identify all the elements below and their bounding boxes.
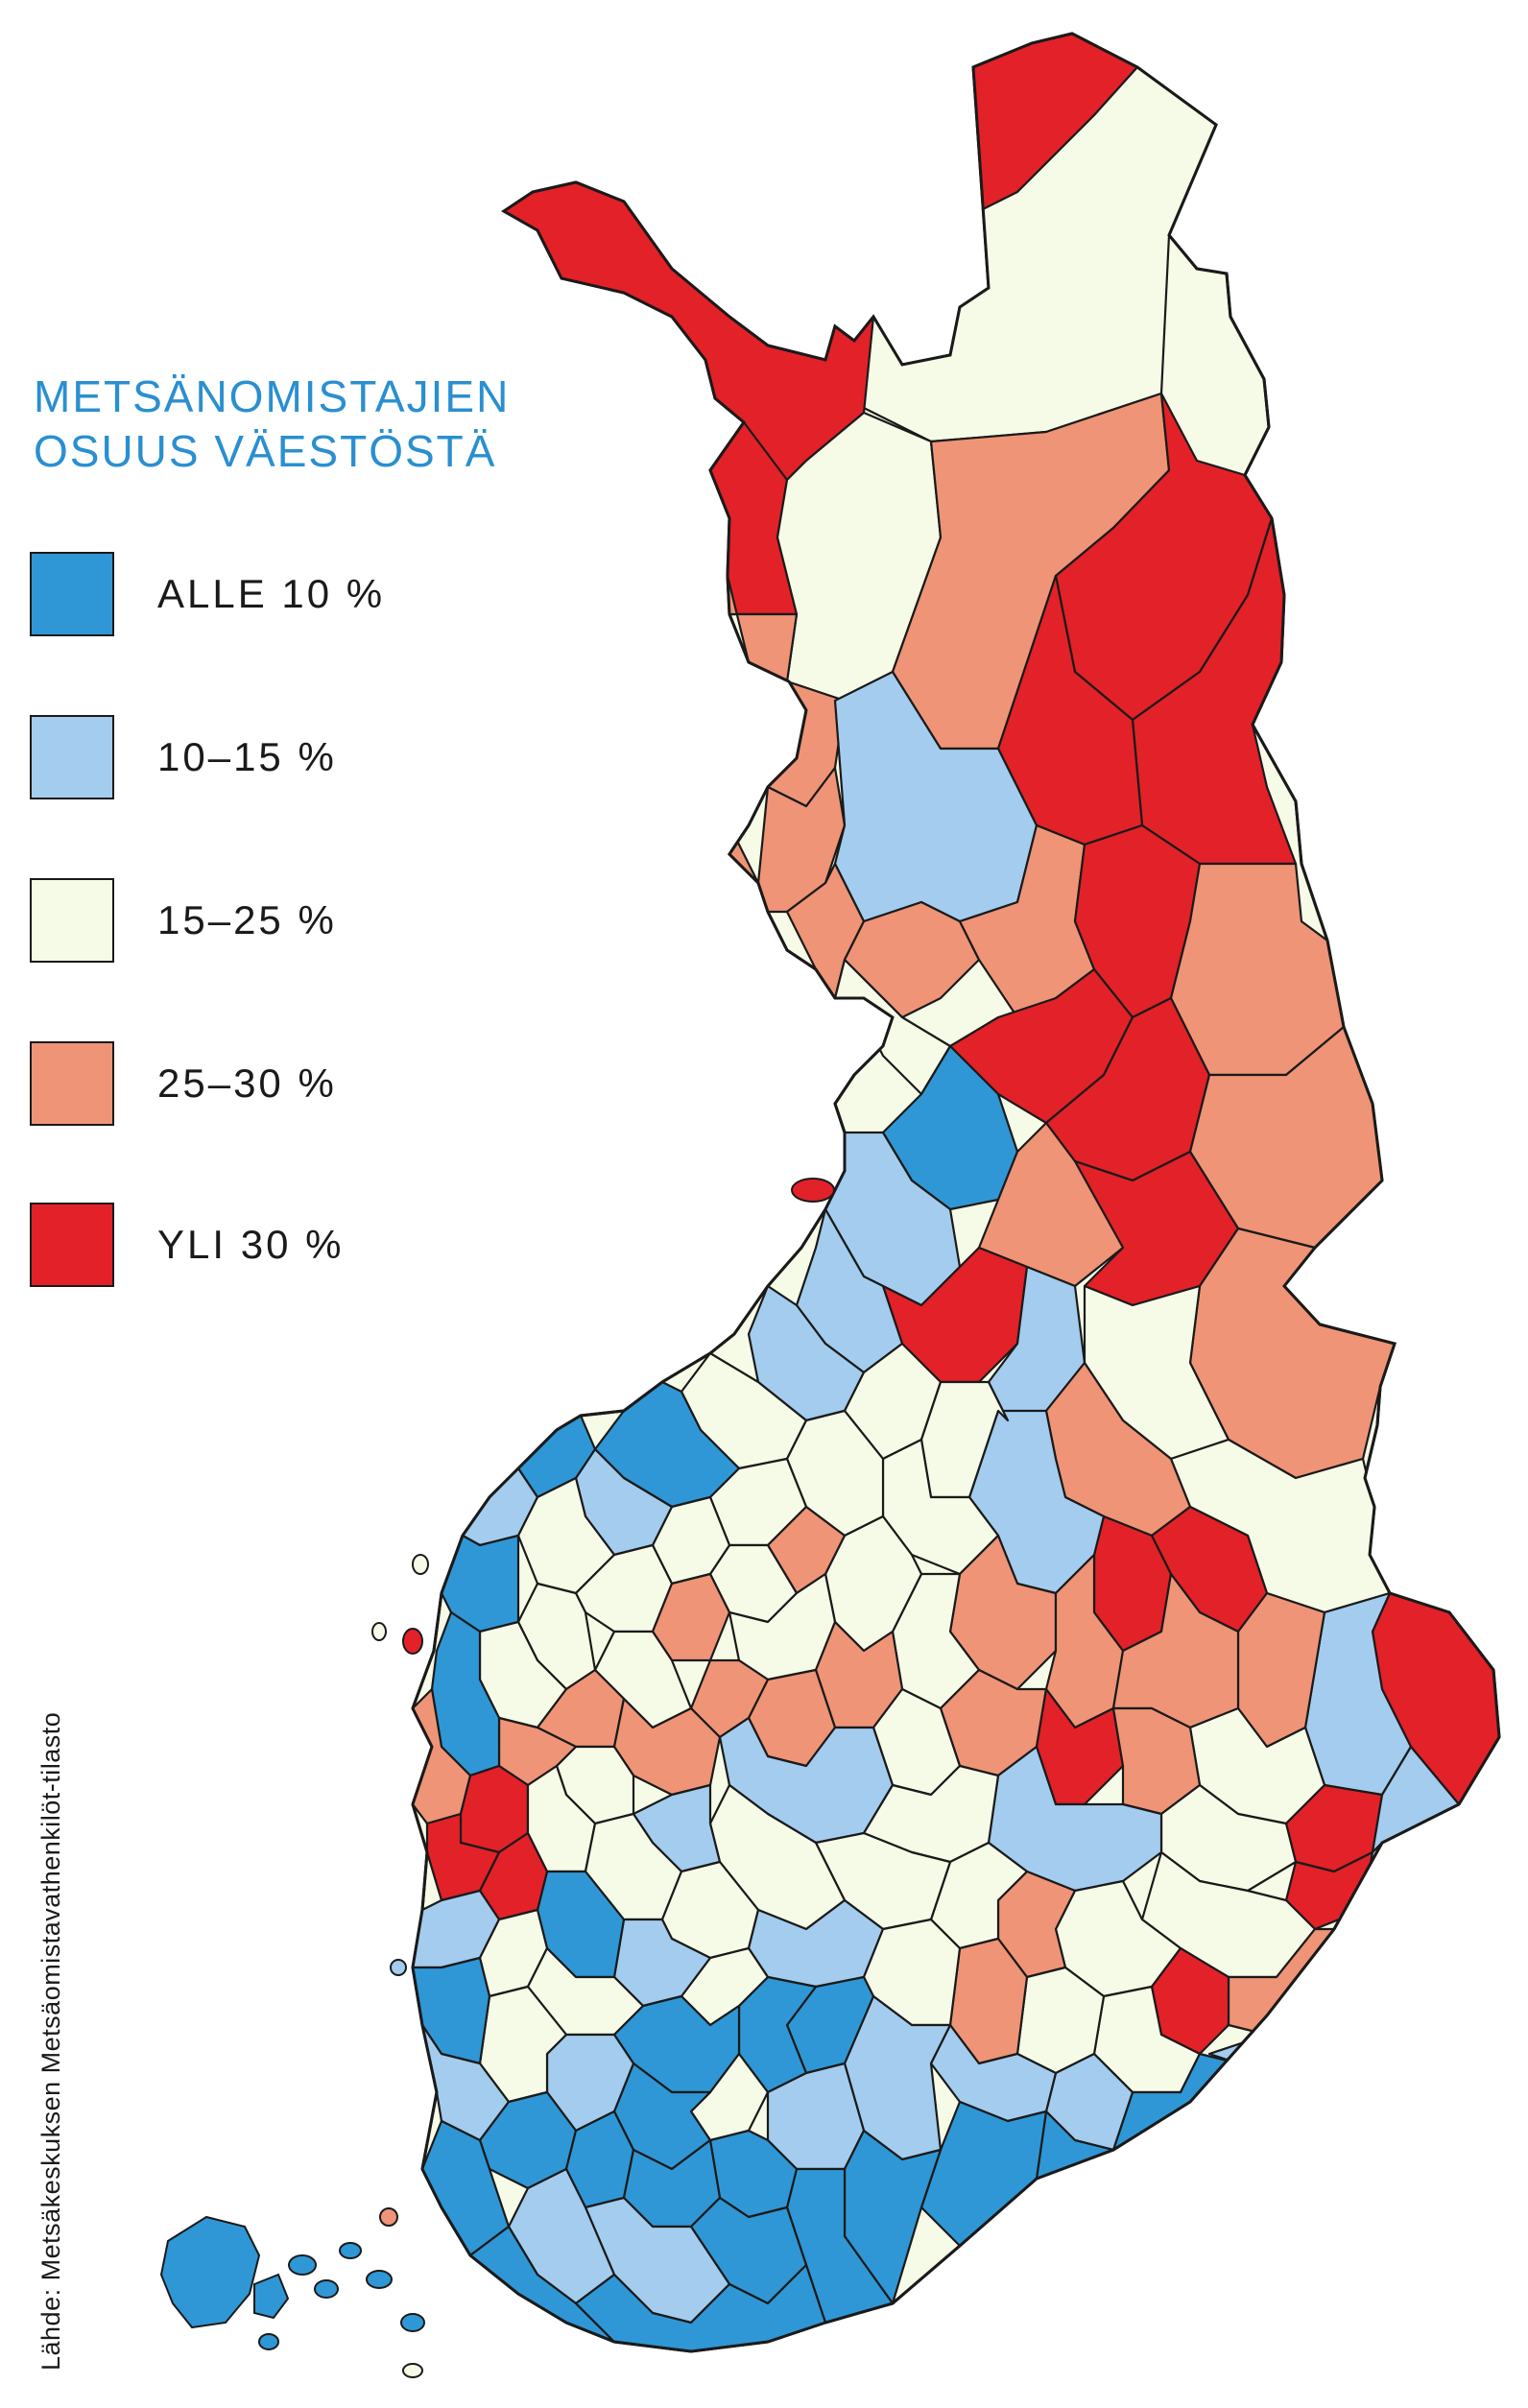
aland-islet-6 [258,2333,279,2350]
legend-title-line1: METSÄNOMISTAJIEN [34,371,511,421]
legend-label: 10–15 % [157,734,337,779]
aland-islands [159,1178,835,2378]
legend-swatch [30,1203,114,1287]
legend-item-10-15: 10–15 % [30,715,529,803]
aland-islet-4 [366,2270,393,2289]
legend-swatch [30,1041,114,1126]
municipalities [413,34,1499,2351]
region-kuusamo [1169,862,1346,1077]
aland-islet-8 [402,2363,423,2378]
coast-islet-1 [402,1628,423,1655]
legend-item-under-10: ALLE 10 % [30,552,529,640]
coast-islet-2 [791,1178,835,1203]
aland-islet-2 [314,2279,339,2299]
region-hanko [574,2263,827,2351]
coast-islet-4 [371,1622,387,1641]
legend-item-over-30: YLI 30 % [30,1203,529,1291]
aland-east [253,2273,290,2320]
legend-item-15-25: 15–25 % [30,878,529,966]
source-caption: Lähde: Metsäkeskuksen Metsäomistavathenk… [36,1711,65,2371]
legend-label: 25–30 % [157,1061,337,1106]
legend-swatch [30,715,114,799]
aland-islet-1 [288,2254,317,2276]
legend-title: METSÄNOMISTAJIEN OSUUS VÄESTÖSTÄ [34,370,510,479]
legend-label: YLI 30 % [157,1222,345,1267]
legend-title-line2: OSUUS VÄESTÖSTÄ [34,426,497,476]
legend-swatch [30,552,114,636]
aland-islet-7 [400,2313,425,2332]
region-rauma [413,1956,491,2065]
aland-main [159,2215,261,2329]
legend-label: 15–25 % [157,897,337,942]
legend-label: ALLE 10 % [157,571,386,616]
legend-swatch [30,878,114,963]
coast-islet-3 [412,1554,429,1575]
legend-item-25-30: 25–30 % [30,1041,529,1130]
coast-islet-5 [390,1959,407,1976]
region-pori [425,1812,501,1902]
aland-islet-3 [339,2242,362,2259]
aland-islet-5 [379,2207,398,2227]
region-enontekio [502,180,875,482]
finland-border [411,32,1501,2353]
